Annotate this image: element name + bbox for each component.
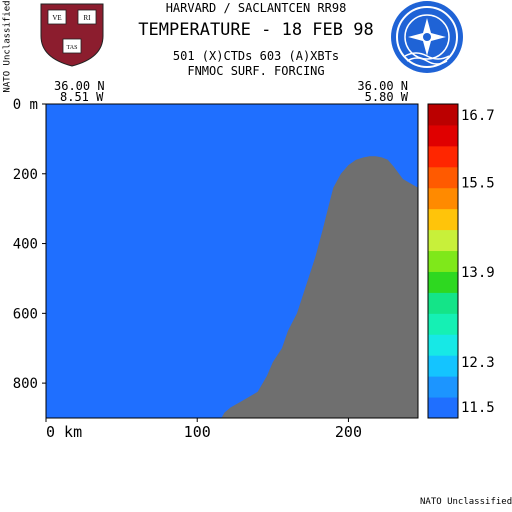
- plot-area: 0 m 200 400 600 800 0 km 100 200: [13, 97, 419, 441]
- temperature-bands: [46, 104, 418, 418]
- colorbar-ticks: 16.7 15.5 13.9 12.3 11.5: [461, 108, 495, 416]
- colorbar-tick-label: 16.7: [461, 108, 495, 124]
- page-title: TEMPERATURE - 18 FEB 98: [138, 20, 374, 40]
- side-classification-marking: NATO Unclassified: [2, 0, 13, 93]
- y-tick-label: 800: [13, 376, 38, 392]
- header-line3: 501 (X)CTDs 603 (A)XBTs: [172, 49, 340, 63]
- colorbar-swatch: [428, 250, 458, 272]
- colorbar-tick-label: 13.9: [461, 265, 495, 281]
- y-tick-label: 200: [13, 167, 38, 183]
- colorbar-swatch: [428, 145, 458, 168]
- x-axis-ticks: 0 km 100 200: [45, 418, 362, 441]
- y-axis-ticks: 0 m 200 400 600 800: [13, 97, 46, 392]
- nato-saclantcen-logo: [391, 1, 463, 73]
- header-line1: HARVARD / SACLANTCEN RR98: [165, 1, 347, 15]
- x-tick-label: 100: [184, 423, 211, 441]
- right-longitude: 5.80 W: [364, 90, 408, 104]
- colorbar-tick-label: 15.5: [461, 176, 495, 192]
- colorbar-swatch: [428, 208, 458, 231]
- colorbar-swatches: [428, 104, 458, 419]
- colorbar-swatch: [428, 271, 458, 293]
- harvard-shield-logo: VE RI TAS: [40, 3, 104, 67]
- colorbar-swatch: [428, 355, 458, 377]
- shield-letters-ri: RI: [84, 14, 92, 22]
- shield-letters-ve: VE: [52, 14, 61, 22]
- colorbar-tick-label: 12.3: [461, 355, 495, 371]
- colorbar-swatch: [428, 376, 458, 398]
- seafloor-land: [221, 156, 418, 419]
- colorbar-frame: [427, 103, 459, 419]
- colorbar-tick-label: 11.5: [461, 400, 495, 416]
- colorbar-swatch: [428, 292, 458, 314]
- left-longitude: 8.51 W: [60, 90, 104, 104]
- colorbar-swatch: [428, 313, 458, 335]
- header-line4: FNMOC SURF. FORCING: [187, 64, 325, 78]
- y-tick-label: 0 m: [13, 97, 38, 113]
- colorbar-swatch: [428, 229, 458, 252]
- x-tick-label: 200: [335, 423, 362, 441]
- colorbar-swatch: [428, 166, 458, 189]
- colorbar-swatch: [428, 187, 458, 210]
- left-latitude: 36.00 N: [54, 79, 105, 93]
- colorbar-swatch: [428, 104, 458, 126]
- colorbar-swatch: [428, 334, 458, 356]
- footer-classification-marking: NATO Unclassified: [420, 497, 512, 507]
- plot-frame: [45, 103, 419, 419]
- shield-letters-tas: TAS: [67, 45, 78, 51]
- y-tick-label: 400: [13, 237, 38, 253]
- colorbar-swatch: [428, 397, 458, 419]
- x-tick-label: 0 km: [46, 423, 82, 441]
- colorbar: 16.7 15.5 13.9 12.3 11.5: [427, 103, 495, 419]
- colorbar-swatch: [428, 124, 458, 147]
- y-tick-label: 600: [13, 306, 38, 322]
- right-latitude: 36.00 N: [357, 79, 408, 93]
